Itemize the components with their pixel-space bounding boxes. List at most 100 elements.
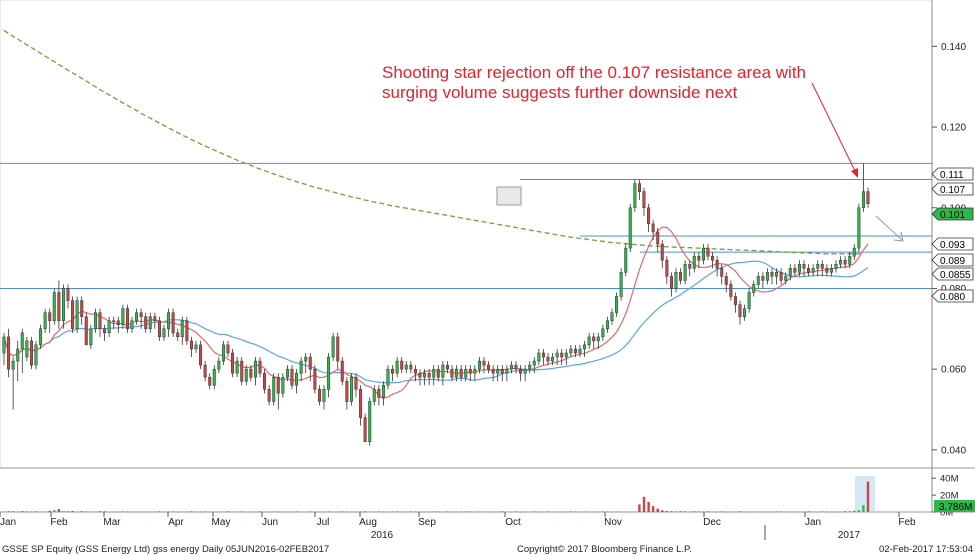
volume-bar [66,511,70,512]
candle [180,320,184,338]
candle [505,368,509,374]
candle [212,368,216,386]
volume-bar [199,511,202,513]
volume-bar [597,511,600,513]
volume-bar [80,511,83,512]
candle [596,336,600,342]
volume-bar [441,511,445,513]
candle [2,336,6,354]
volume-bar [555,511,559,513]
annotation-arrowhead [851,168,858,178]
annotation-arrow [811,82,857,174]
price-label-text: 0.111 [940,170,964,181]
candle [683,264,687,281]
volume-bar [272,511,275,512]
volume-bar [203,511,207,512]
candle [729,284,733,297]
candle [381,385,385,398]
candle [624,247,628,273]
candle [843,259,847,265]
volume-bar [757,511,760,513]
volume-bar [610,511,614,513]
candle [377,389,381,398]
volume-bar [139,511,143,513]
volume-bar [734,511,737,513]
price-label-text: 0.089 [940,256,965,267]
volume-bar [455,511,458,513]
candle [642,191,646,208]
price-label: 0.080 [931,289,974,303]
candle [797,264,801,273]
volume-bar [638,504,641,512]
volume-bar [569,511,573,512]
candle [775,272,779,277]
x-tick-label: Oct [505,517,521,528]
volume-bar [715,511,719,513]
candle [103,328,107,334]
candle [276,376,280,394]
volume-bar [651,506,655,512]
volume-bar [802,511,806,513]
candle [692,255,696,269]
volume-bar [487,511,490,513]
candle [139,312,143,317]
candle [500,368,504,374]
volume-bar [373,511,376,513]
candle [345,381,349,402]
candle [427,372,431,378]
volume-bar [112,511,115,513]
candle [327,356,331,390]
candle [16,348,20,362]
projection-arrow [875,215,903,241]
volume-bar [533,511,536,512]
candles [2,163,870,446]
volume-bar [546,511,550,512]
volume-value-label: 3.786M [939,502,972,513]
candle [601,328,605,338]
moving-averages [3,29,869,399]
candle [546,356,550,362]
candle [615,296,619,313]
candle [386,368,390,386]
candle [125,308,129,330]
candle [788,268,792,277]
annotation-line-1: Shooting star rejection off the 0.107 re… [382,63,806,82]
ma-short-line [3,226,869,399]
volume-bar [528,511,531,513]
candle [418,372,422,378]
volume-bar [775,511,778,512]
candle [834,264,838,269]
volume-bar [121,511,125,512]
candle [592,336,596,342]
volume-bar [167,511,170,513]
volume-bar [459,511,463,513]
x-tick-label: Dec [703,517,721,528]
candle [43,312,47,330]
volume-bar [235,511,239,513]
volume-bar [505,511,509,513]
x-axis: Jan Feb Mar Apr May Jun Jul Aug Sep Oct Nov Dec Jan F… [0,512,916,541]
volume-bar [226,511,230,512]
candle [669,276,673,289]
x-tick-label: Nov [604,517,622,528]
candle [363,417,367,443]
candle [89,328,93,346]
candle [368,401,372,442]
candle [162,328,166,338]
candle [509,364,513,370]
candle [372,389,376,402]
volume-bar [761,511,765,513]
candle [733,296,737,305]
volume-bar [16,511,19,512]
candle [610,312,614,322]
price-labels: 0.111 0.107 0.101 0.093 0.089 0.0855 0.080 [931,167,974,303]
candle [203,364,207,378]
volume-bar [747,511,751,513]
candle [29,340,33,366]
volume-bar [53,510,56,512]
candle [477,360,481,370]
candle [185,320,189,342]
volume-bar [208,511,211,513]
candle [573,348,577,354]
